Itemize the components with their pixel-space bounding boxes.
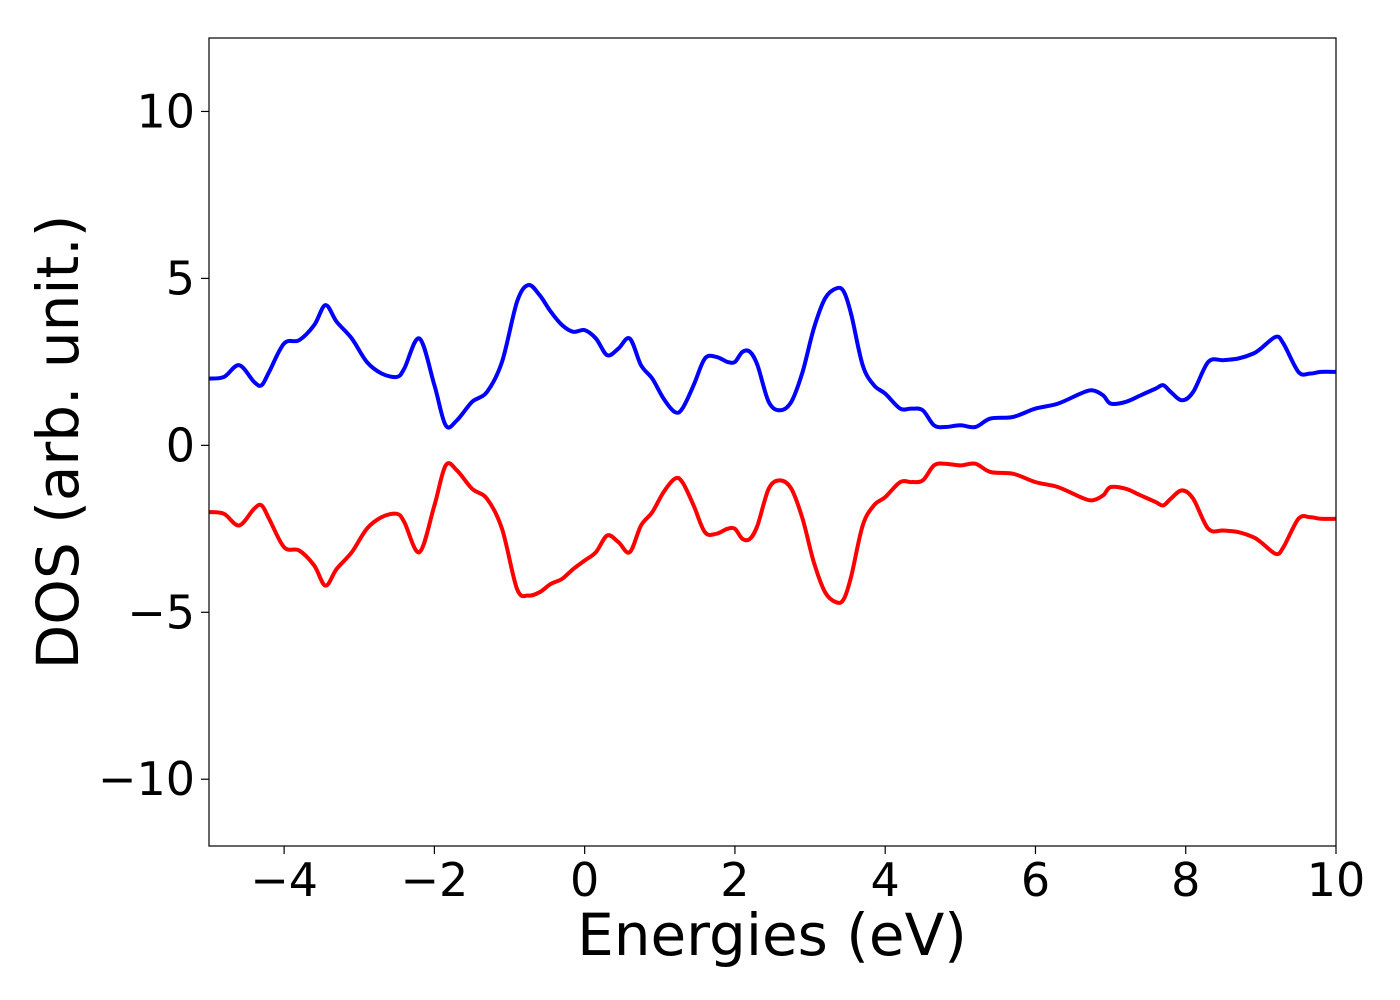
y-tick-label: 0 [166, 418, 195, 472]
x-tick-label: 6 [1021, 853, 1050, 907]
series-line-2 [208, 461, 1337, 605]
x-tick-label: 10 [1307, 853, 1366, 907]
plot-frame [208, 37, 1337, 847]
y-tick-label: −10 [98, 752, 195, 806]
y-tick-label: 5 [166, 251, 195, 305]
x-axis-ticks: −4 −2 0 2 4 6 8 10 [250, 846, 1365, 907]
y-axis-label: DOS (arb. unit.) [24, 215, 92, 670]
x-tick-label: −4 [250, 853, 318, 907]
x-axis-label: Energies (eV) [577, 901, 967, 969]
series-layer [208, 283, 1337, 605]
x-tick-label: −2 [400, 853, 468, 907]
y-tick-label: −5 [127, 585, 195, 639]
x-tick-label: 8 [1171, 853, 1200, 907]
x-tick-label: 4 [871, 853, 900, 907]
x-tick-label: 2 [720, 853, 749, 907]
x-tick-label: 0 [570, 853, 599, 907]
y-axis-ticks: 10 5 0 −5 −10 [98, 84, 209, 806]
series-line-1 [208, 283, 1337, 430]
y-tick-label: 10 [136, 84, 195, 138]
